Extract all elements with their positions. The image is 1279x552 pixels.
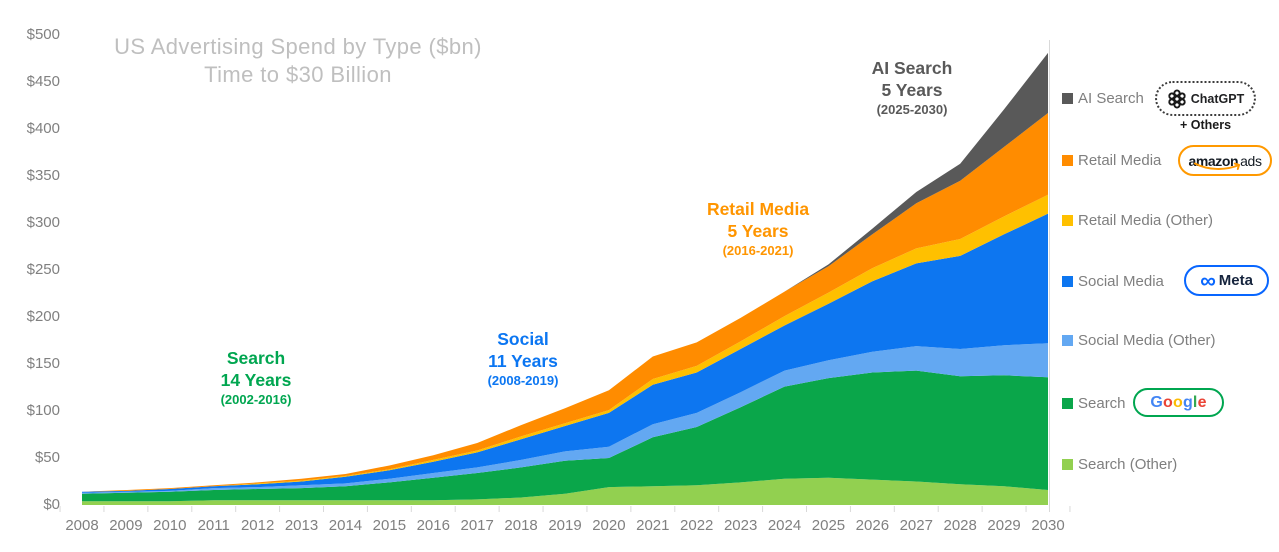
y-axis-label: $250 — [26, 261, 60, 278]
google-wordmark: Google — [1150, 393, 1207, 411]
legend-item-ai-search: AI Search — [1062, 89, 1144, 107]
x-axis-label-2027: 2027 — [899, 517, 933, 534]
annotation-social-title: Social — [497, 329, 549, 349]
amazon-smile-icon — [1194, 162, 1240, 170]
x-axis-label-2021: 2021 — [636, 517, 670, 534]
x-axis-label-2008: 2008 — [65, 517, 99, 534]
legend-swatch — [1062, 334, 1073, 346]
x-axis-label-2025: 2025 — [811, 517, 846, 534]
legend-item-search: Search — [1062, 394, 1126, 412]
annotation-search-range: (2002-2016) — [220, 392, 292, 407]
y-axis-label: $100 — [26, 402, 60, 419]
legend-label: Social Media (Other) — [1078, 331, 1216, 349]
legend-label: Retail Media (Other) — [1078, 211, 1214, 229]
annotation-retail-years: 5 Years — [727, 221, 789, 241]
legend-item-social-media-other: Social Media (Other) — [1062, 331, 1216, 349]
legend-swatch — [1062, 458, 1073, 470]
annotation-retail-title: Retail Media — [706, 199, 810, 219]
area-band-social-media-other — [82, 343, 1048, 494]
annotation-ai-years: 5 Years — [881, 80, 943, 100]
annotation-social: Social 11 Years (2008-2019) — [438, 328, 608, 390]
chatgpt-label: ChatGPT — [1190, 91, 1245, 106]
x-axis-label-2011: 2011 — [197, 517, 230, 534]
y-axis-label: $150 — [26, 355, 60, 372]
legend-item-retail-media: Retail Media — [1062, 151, 1161, 169]
chatgpt-others-label: + Others — [1179, 118, 1232, 132]
amazon-wordmark: amazon — [1188, 152, 1239, 169]
legend-label: Retail Media — [1078, 151, 1162, 169]
y-axis-label: $0 — [43, 496, 60, 513]
x-axis-label-2017: 2017 — [460, 517, 494, 534]
legend-label: AI Search — [1078, 89, 1144, 107]
x-axis-label-2024: 2024 — [767, 517, 802, 534]
x-axis-label-2030: 2030 — [1031, 517, 1065, 534]
area-band-search-google — [82, 370, 1048, 502]
y-axis-label: $400 — [26, 120, 60, 137]
x-axis-label-2029: 2029 — [987, 517, 1021, 534]
area-band-retail-media-amazon — [82, 113, 1048, 492]
y-axis-label: $450 — [26, 73, 60, 90]
x-axis-label-2018: 2018 — [504, 517, 538, 534]
legend-swatch — [1062, 154, 1073, 166]
chart-title: US Advertising Spend by Type ($bn) Time … — [88, 33, 508, 89]
x-axis-label-2026: 2026 — [855, 517, 890, 534]
legend-item-search-other: Search (Other) — [1062, 455, 1177, 473]
annotation-social-years: 11 Years — [488, 351, 558, 371]
legend-label: Search — [1078, 394, 1126, 412]
y-axis-label: $200 — [26, 308, 60, 325]
amazon-badge: amazon ads — [1178, 145, 1272, 176]
x-axis-label-2019: 2019 — [548, 517, 582, 534]
legend-swatch — [1062, 397, 1073, 409]
area-band-social-media-meta — [82, 213, 1048, 493]
x-axis-label-2012: 2012 — [240, 517, 275, 534]
annotation-ai-range: (2025-2030) — [876, 102, 948, 117]
meta-badge: ∞ Meta — [1184, 265, 1269, 296]
x-axis-label-2014: 2014 — [328, 517, 363, 534]
annotation-retail-media: Retail Media 5 Years (2016-2021) — [663, 198, 853, 260]
annotation-ai-title: AI Search — [871, 58, 953, 78]
chatgpt-badge: ChatGPT — [1155, 81, 1256, 116]
annotation-search-years: 14 Years — [220, 370, 292, 390]
x-axis-label-2023: 2023 — [723, 517, 758, 534]
y-axis-label: $500 — [26, 26, 60, 43]
y-axis-label: $300 — [26, 214, 60, 231]
x-axis-label-2020: 2020 — [592, 517, 626, 534]
y-axis-label: $350 — [26, 167, 60, 184]
x-axis-label-2016: 2016 — [416, 517, 450, 534]
legend-swatch — [1062, 214, 1073, 226]
google-badge: Google — [1133, 388, 1224, 417]
legend-item-social-media: Social Media — [1062, 272, 1164, 290]
annotation-retail-range: (2016-2021) — [722, 243, 794, 258]
legend-swatch — [1062, 92, 1073, 104]
meta-infinity-icon: ∞ — [1200, 267, 1216, 293]
annotation-ai-search: AI Search 5 Years (2025-2030) — [827, 57, 997, 119]
legend-label: Search (Other) — [1078, 455, 1178, 473]
chatgpt-logo-icon — [1168, 89, 1186, 108]
area-band-search-other — [82, 477, 1048, 505]
chart-title-line2: Time to $30 Billion — [204, 62, 392, 87]
x-axis-label-2009: 2009 — [109, 517, 143, 534]
annotation-social-range: (2008-2019) — [487, 373, 559, 388]
meta-wordmark: Meta — [1218, 272, 1253, 289]
x-axis-label-2013: 2013 — [284, 517, 319, 534]
annotation-search-title: Search — [226, 348, 286, 368]
x-axis-label-2010: 2010 — [153, 517, 187, 534]
legend-swatch — [1062, 275, 1073, 287]
chart-title-line1: US Advertising Spend by Type ($bn) — [114, 34, 482, 59]
legend-item-retail-media-other: Retail Media (Other) — [1062, 211, 1213, 229]
amazon-ads-label: ads — [1240, 152, 1262, 169]
x-axis-label-2015: 2015 — [372, 517, 407, 534]
x-axis-label-2022: 2022 — [680, 517, 714, 534]
x-axis-label-2028: 2028 — [943, 517, 977, 534]
legend-label: Social Media — [1078, 272, 1164, 290]
annotation-search: Search 14 Years (2002-2016) — [171, 347, 341, 409]
y-axis-label: $50 — [34, 449, 60, 466]
